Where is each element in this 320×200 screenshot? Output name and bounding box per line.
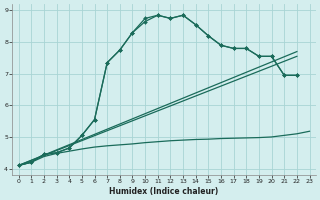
X-axis label: Humidex (Indice chaleur): Humidex (Indice chaleur) bbox=[109, 187, 219, 196]
